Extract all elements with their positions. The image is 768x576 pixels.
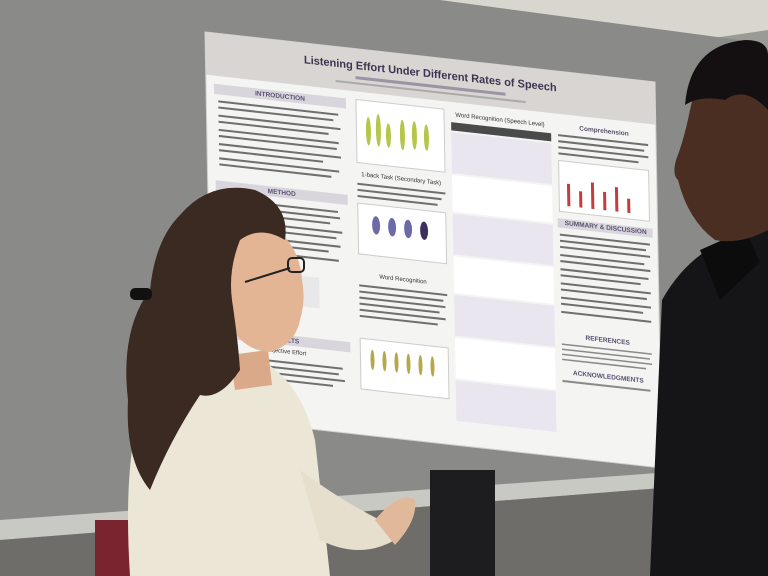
word-recognition-text — [359, 284, 448, 326]
table-header — [451, 122, 552, 142]
bar-plot — [558, 159, 650, 222]
intro-text — [218, 100, 341, 178]
violins — [365, 114, 429, 151]
comprehension-text — [558, 134, 649, 164]
acknowledgments-text — [562, 379, 651, 392]
authors-line — [355, 76, 506, 96]
subsection-heading: Word Recognition — [379, 274, 427, 285]
references-text — [561, 343, 653, 370]
table-rows — [451, 132, 557, 432]
violins — [370, 349, 435, 377]
section-bar — [215, 180, 348, 206]
affiliation-line — [335, 79, 526, 104]
poster-header — [205, 32, 656, 125]
man-jacket — [650, 230, 768, 576]
subsection-heading: Subjective Effort — [263, 347, 307, 358]
woman-glasses — [244, 257, 305, 283]
woman-face — [225, 227, 304, 352]
section-bar — [557, 218, 653, 238]
poster: Listening Effort Under Different Rates o… — [204, 31, 663, 469]
hair-tie — [130, 288, 152, 300]
woman-arm — [300, 470, 395, 550]
summary-text — [559, 233, 652, 323]
violin-plot — [359, 337, 450, 400]
man-hair — [685, 40, 768, 110]
man-collar — [700, 230, 760, 300]
man-face — [674, 55, 768, 242]
woman-neck — [230, 350, 272, 390]
section-heading: METHOD — [268, 188, 297, 198]
woman-hair — [126, 187, 286, 490]
violins — [372, 216, 429, 240]
person-legs — [430, 470, 495, 576]
bars — [566, 182, 631, 214]
section-bar — [213, 83, 347, 109]
woman-hand — [375, 497, 416, 545]
violin-plot — [357, 202, 448, 265]
one-back-text — [357, 182, 446, 206]
